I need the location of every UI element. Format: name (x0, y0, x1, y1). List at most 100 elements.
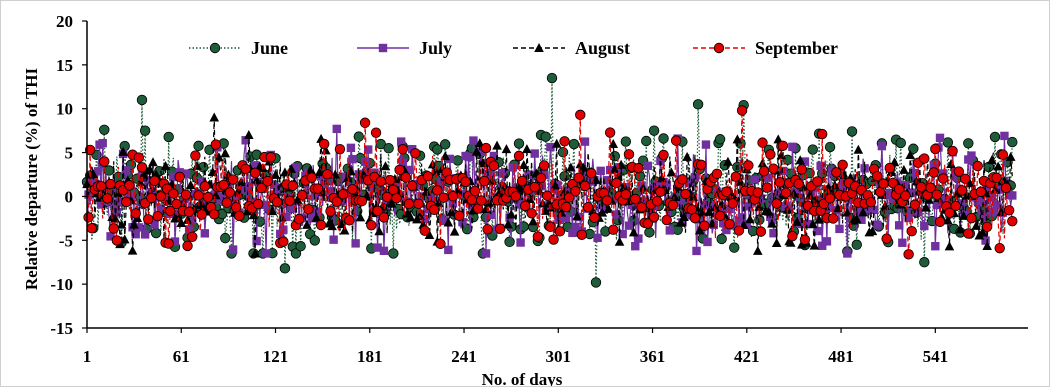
data-point (322, 169, 333, 180)
data-point (690, 172, 700, 182)
data-point (467, 201, 477, 210)
data-point (851, 214, 862, 224)
data-point (83, 212, 94, 223)
data-point (290, 248, 302, 259)
data-point (122, 166, 131, 175)
x-tick-label: 361 (640, 347, 666, 366)
data-point (410, 148, 421, 159)
data-point (557, 147, 569, 158)
data-point (987, 155, 997, 165)
data-point (679, 212, 689, 222)
data-point (492, 140, 502, 150)
data-point (641, 135, 652, 147)
data-point (909, 199, 921, 210)
data-point (477, 147, 486, 156)
data-point (540, 131, 551, 142)
data-point (928, 167, 939, 178)
data-point (904, 213, 913, 223)
data-point (824, 193, 836, 204)
data-point (163, 238, 174, 249)
data-point (710, 202, 721, 212)
data-point (346, 143, 356, 153)
data-point (689, 212, 701, 224)
data-point (915, 181, 927, 193)
data-point (86, 223, 97, 234)
data-point (727, 198, 738, 209)
data-point (440, 151, 450, 161)
x-tick-label: 1 (83, 347, 92, 366)
data-point (634, 234, 643, 243)
data-point (173, 211, 183, 221)
data-point (809, 240, 820, 250)
data-point (466, 194, 478, 206)
data-point (510, 191, 522, 202)
data-point (935, 133, 945, 143)
data-point (270, 169, 281, 179)
series-layer (81, 72, 1018, 288)
data-point (250, 161, 260, 170)
data-point (716, 233, 727, 245)
data-point (743, 160, 754, 171)
x-tick-label: 421 (734, 347, 760, 366)
data-point (575, 109, 586, 121)
data-point (795, 155, 806, 165)
data-point (550, 180, 560, 190)
data-point (758, 165, 770, 177)
data-point (706, 201, 715, 210)
data-point (144, 176, 153, 185)
data-point (976, 195, 986, 204)
data-point (508, 163, 517, 172)
data-point (643, 161, 653, 171)
data-point (452, 155, 463, 166)
data-point (559, 136, 570, 147)
data-point (525, 193, 535, 203)
data-point (432, 185, 443, 196)
data-point (568, 228, 577, 238)
data-point (499, 168, 508, 178)
data-point (480, 142, 492, 154)
data-point (571, 222, 580, 232)
data-point (755, 226, 767, 237)
data-point (745, 214, 755, 224)
data-point (332, 124, 341, 134)
data-point (1008, 191, 1017, 200)
data-point (253, 198, 264, 210)
data-point (260, 200, 269, 210)
data-point (631, 241, 640, 251)
data-point (420, 214, 429, 224)
data-point (469, 136, 478, 145)
data-point (682, 151, 692, 161)
data-point (116, 219, 127, 229)
data-point (578, 162, 589, 172)
data-point (921, 202, 931, 212)
data-point (737, 213, 747, 222)
data-point (730, 171, 742, 182)
data-point (503, 219, 513, 229)
data-point (907, 188, 916, 197)
data-point (238, 185, 247, 194)
data-point (955, 224, 966, 234)
data-point (325, 206, 336, 217)
data-point (733, 225, 745, 236)
data-point (644, 227, 655, 238)
data-point (548, 234, 559, 245)
data-point (139, 125, 151, 136)
legend-item-august: August (513, 38, 630, 58)
data-point (881, 233, 892, 244)
data-point (121, 196, 132, 208)
data-point (105, 178, 116, 190)
data-point (297, 189, 308, 201)
data-point (551, 138, 562, 148)
data-point (771, 237, 782, 247)
data-point (589, 212, 600, 223)
data-point (943, 215, 953, 225)
data-point (546, 142, 555, 152)
data-point (637, 181, 646, 190)
data-point (284, 195, 295, 207)
legend: June July August September (189, 38, 838, 58)
data-point (272, 188, 282, 197)
data-point (910, 168, 920, 178)
data-point (573, 172, 584, 183)
data-point (271, 196, 283, 208)
data-point (612, 210, 621, 219)
